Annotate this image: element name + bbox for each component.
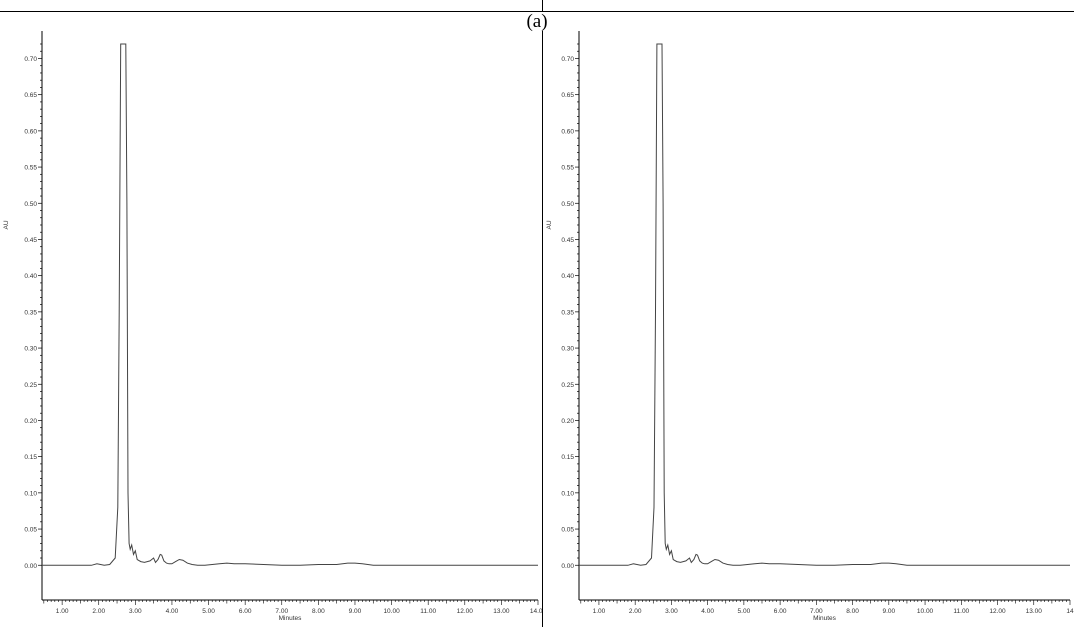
y-tick-label: 0.15 xyxy=(24,454,37,461)
x-tick-label: 6.00 xyxy=(239,608,252,615)
x-tick-label: 1.00 xyxy=(56,608,69,615)
panel-label: (a) xyxy=(526,11,548,32)
y-tick-label: 0.45 xyxy=(24,237,37,244)
chromatogram-left: 0.00 0.05 0.10 0.15 0.20 0.25 0.30 0.35 0.40 0.45… xyxy=(3,31,542,622)
top-divider-tick xyxy=(542,0,543,11)
y-tick-label: 0.45 xyxy=(561,237,574,244)
y-tick-label: 0.65 xyxy=(561,92,574,99)
chromatogram-trace xyxy=(579,43,1070,566)
y-tick-label: 0.25 xyxy=(24,382,37,389)
x-tick-label: 12.00 xyxy=(989,608,1006,615)
x-tick-label: 13.00 xyxy=(1026,608,1043,615)
y-tick-label: 0.55 xyxy=(24,165,37,172)
x-tick-label: 5.00 xyxy=(202,608,215,615)
x-tick-label: 9.00 xyxy=(882,608,895,615)
panel-divider xyxy=(542,31,543,627)
x-tick-label: 3.00 xyxy=(665,608,678,615)
y-tick-label: 0.30 xyxy=(561,346,574,353)
x-tick-label: 3.00 xyxy=(129,608,142,615)
y-tick-label: 0.35 xyxy=(561,309,574,316)
y-tick-label: 0.05 xyxy=(24,527,37,534)
x-tick-label: 11.00 xyxy=(953,608,969,615)
x-tick-label: 10.00 xyxy=(383,608,400,615)
y-tick-label: 0.15 xyxy=(561,454,574,461)
chromatogram-trace xyxy=(42,43,538,566)
y-tick-label: 0.40 xyxy=(561,273,574,280)
y-axis-title: AU xyxy=(3,220,10,229)
top-rule xyxy=(0,11,1074,12)
y-tick-label: 0.65 xyxy=(24,92,37,99)
x-tick-label: 4.00 xyxy=(166,608,179,615)
x-tick-label: 12.00 xyxy=(457,608,474,615)
x-tick-label: 8.00 xyxy=(312,608,325,615)
x-tick-label: 7.00 xyxy=(810,608,823,615)
y-tick-label: 0.20 xyxy=(561,418,574,425)
x-tick-label: 9.00 xyxy=(349,608,362,615)
x-tick-label: 7.00 xyxy=(275,608,288,615)
y-tick-label: 0.05 xyxy=(561,527,574,534)
y-tick-label: 0.10 xyxy=(561,490,574,497)
y-tick-label: 0.35 xyxy=(24,309,37,316)
x-tick-label: 10.00 xyxy=(917,608,934,615)
x-axis-title: Minutes xyxy=(279,615,303,622)
y-tick-label: 0.60 xyxy=(24,128,37,135)
y-tick-label: 0.55 xyxy=(561,165,574,172)
y-tick-label: 0.00 xyxy=(24,563,37,570)
y-tick-label: 0.20 xyxy=(24,418,37,425)
y-tick-label: 0.25 xyxy=(561,382,574,389)
x-axis-title: Minutes xyxy=(813,615,837,622)
y-tick-label: 0.10 xyxy=(24,490,37,497)
x-tick-label: 11.00 xyxy=(420,608,436,615)
x-tick-label: 5.00 xyxy=(738,608,751,615)
chromatogram-right: 0.00 0.05 0.10 0.15 0.20 0.25 0.30 0.35 0.40 0.45… xyxy=(546,31,1074,622)
x-tick-label: 1.00 xyxy=(593,608,606,615)
y-tick-label: 0.30 xyxy=(24,346,37,353)
x-tick-label: 4.00 xyxy=(701,608,714,615)
x-tick-label: 14.00 xyxy=(530,608,542,615)
y-tick-label: 0.70 xyxy=(561,56,574,63)
x-tick-label: 6.00 xyxy=(774,608,787,615)
x-tick-label: 2.00 xyxy=(92,608,105,615)
x-tick-label: 13.00 xyxy=(493,608,510,615)
x-tick-label: 8.00 xyxy=(846,608,859,615)
y-axis-title: AU xyxy=(546,220,553,229)
y-tick-label: 0.50 xyxy=(561,201,574,208)
y-tick-label: 0.60 xyxy=(561,128,574,135)
x-tick-label: 14 xyxy=(1066,608,1074,615)
y-tick-label: 0.50 xyxy=(24,201,37,208)
y-tick-label: 0.40 xyxy=(24,273,37,280)
y-tick-label: 0.70 xyxy=(24,56,37,63)
y-tick-label: 0.00 xyxy=(561,563,574,570)
x-tick-label: 2.00 xyxy=(629,608,642,615)
